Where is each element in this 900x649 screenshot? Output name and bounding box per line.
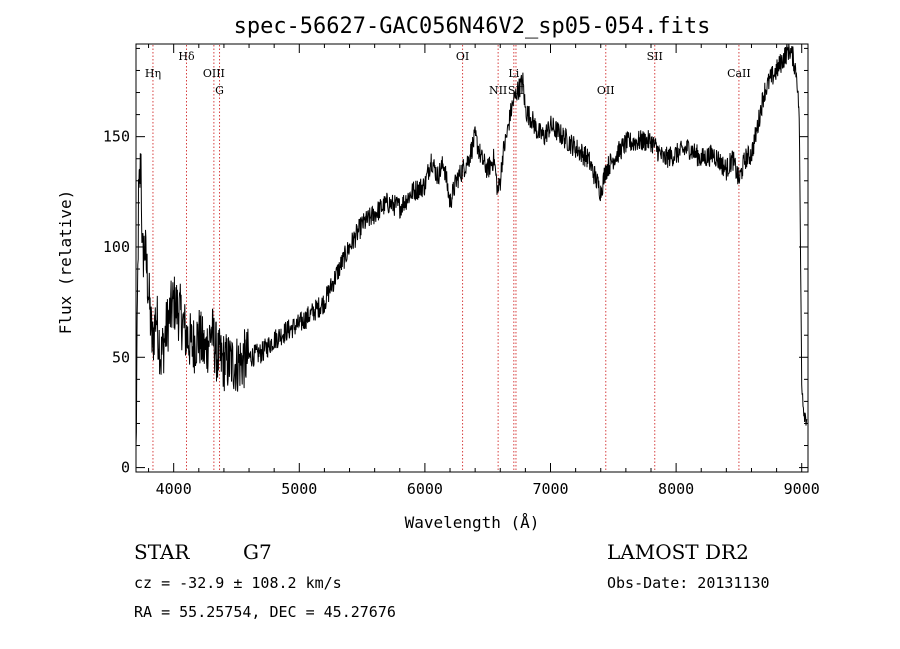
x-tick-label: 5000 [281, 480, 317, 498]
spectral-line-label: NII [489, 84, 507, 97]
x-tick-label: 8000 [658, 480, 694, 498]
y-tick-label: 100 [103, 238, 130, 256]
redshift-cz: cz = -32.9 ± 108.2 km/s [134, 574, 342, 592]
y-axis-label: Flux (relative) [56, 190, 75, 335]
object-class: STAR [134, 540, 190, 564]
spectral-line-label: CaII [727, 67, 751, 80]
plot-frame [135, 43, 809, 473]
y-tick-label: 50 [112, 348, 130, 366]
spectral-line-label: Li [508, 67, 519, 80]
x-tick-label: 7000 [532, 480, 568, 498]
coordinates: RA = 55.25754, DEC = 45.27676 [134, 603, 396, 621]
axis-ticks: 4000 5000 6000 7000 8000 9000 0 50 100 150 [103, 44, 820, 498]
spectral-line-label: OI [456, 50, 469, 63]
spectral-line-label: OIII [203, 67, 225, 80]
x-tick-label: 9000 [784, 480, 820, 498]
spectral-line-label: Hη [145, 67, 161, 80]
x-tick-label: 6000 [407, 480, 443, 498]
flux-series-line [135, 43, 808, 448]
y-tick-label: 150 [103, 128, 130, 146]
y-tick-label: 0 [121, 459, 130, 477]
spectral-line-label: G [215, 84, 224, 97]
object-subclass: G7 [243, 540, 272, 564]
x-tick-label: 4000 [156, 480, 192, 498]
spectral-line-label: OII [597, 84, 615, 97]
x-axis-label: Wavelength (Å) [405, 513, 540, 532]
chart-title: spec-56627-GAC056N46V2_sp05-054.fits [234, 14, 711, 39]
spectral-line-label: Hδ [178, 50, 195, 63]
observation-date: Obs-Date: 20131130 [607, 574, 770, 592]
survey-name: LAMOST DR2 [607, 540, 749, 564]
spectral-line-label: SII [647, 50, 663, 63]
